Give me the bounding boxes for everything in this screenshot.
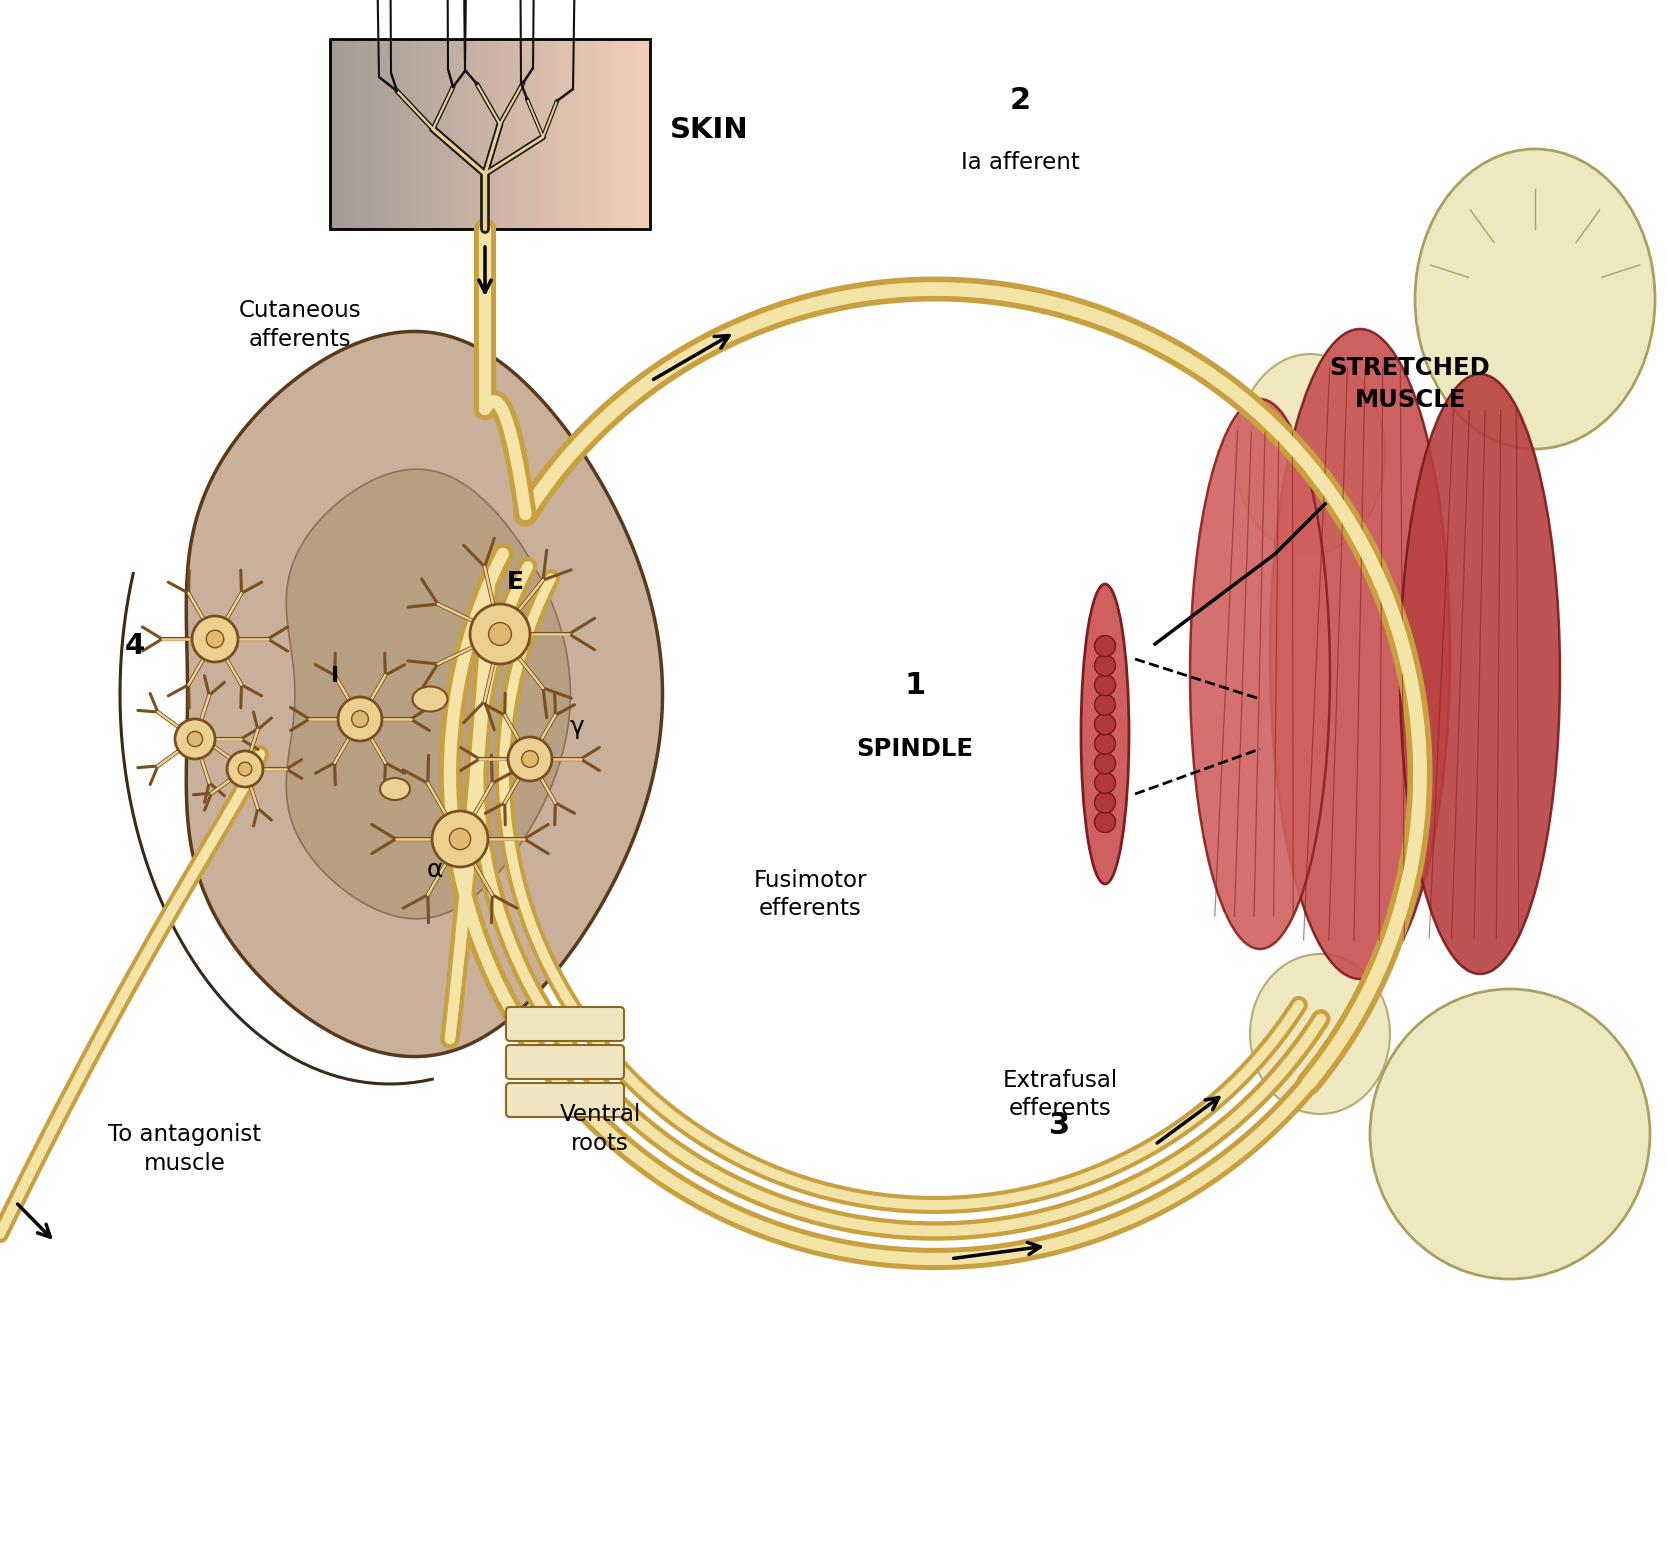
Ellipse shape: [1415, 149, 1655, 449]
Circle shape: [1095, 793, 1115, 813]
Ellipse shape: [412, 687, 447, 712]
Polygon shape: [287, 469, 570, 918]
Text: Cutaneous
afferents: Cutaneous afferents: [238, 298, 362, 351]
Circle shape: [522, 751, 538, 768]
Polygon shape: [187, 331, 662, 1057]
Ellipse shape: [1250, 954, 1390, 1114]
Text: STRETCHED
MUSCLE: STRETCHED MUSCLE: [1330, 356, 1490, 412]
Circle shape: [338, 698, 382, 741]
Text: E: E: [507, 570, 523, 594]
Text: Fusimotor
efferents: Fusimotor efferents: [753, 869, 867, 920]
FancyBboxPatch shape: [507, 1083, 623, 1117]
Text: SKIN: SKIN: [670, 117, 748, 145]
Text: Ia afferent: Ia afferent: [960, 151, 1079, 174]
Circle shape: [508, 737, 552, 782]
Text: Ventral
roots: Ventral roots: [560, 1103, 640, 1155]
FancyBboxPatch shape: [507, 1044, 623, 1078]
Text: Extrafusal
efferents: Extrafusal efferents: [1002, 1069, 1117, 1120]
Circle shape: [1095, 811, 1115, 833]
Circle shape: [1095, 772, 1115, 794]
Text: I: I: [332, 667, 338, 685]
Text: To antagonist
muscle: To antagonist muscle: [108, 1124, 262, 1175]
Circle shape: [352, 710, 368, 727]
Circle shape: [1095, 713, 1115, 735]
Circle shape: [1095, 752, 1115, 774]
Bar: [330, 39, 650, 228]
Ellipse shape: [1235, 354, 1385, 553]
Circle shape: [450, 828, 470, 850]
Circle shape: [227, 751, 263, 786]
Circle shape: [238, 761, 252, 775]
Text: γ: γ: [570, 715, 585, 740]
Ellipse shape: [1270, 329, 1450, 979]
Ellipse shape: [1080, 584, 1129, 884]
Ellipse shape: [1370, 988, 1650, 1279]
FancyBboxPatch shape: [507, 1007, 623, 1041]
Text: 4: 4: [125, 632, 145, 660]
Circle shape: [432, 811, 488, 867]
Ellipse shape: [1190, 399, 1330, 949]
Text: 3: 3: [1050, 1111, 1070, 1141]
Ellipse shape: [1400, 375, 1560, 974]
Text: SPINDLE: SPINDLE: [857, 737, 974, 761]
Circle shape: [1095, 656, 1115, 676]
Circle shape: [175, 720, 215, 758]
Ellipse shape: [380, 779, 410, 800]
Circle shape: [1095, 695, 1115, 715]
Circle shape: [488, 623, 512, 645]
Circle shape: [1095, 636, 1115, 656]
Text: α: α: [427, 858, 443, 883]
Text: 2: 2: [1010, 85, 1030, 115]
Circle shape: [187, 732, 203, 746]
Circle shape: [1095, 674, 1115, 696]
Circle shape: [207, 631, 223, 648]
Text: 1: 1: [905, 671, 925, 699]
Circle shape: [192, 615, 238, 662]
Circle shape: [470, 605, 530, 664]
Circle shape: [1095, 733, 1115, 754]
